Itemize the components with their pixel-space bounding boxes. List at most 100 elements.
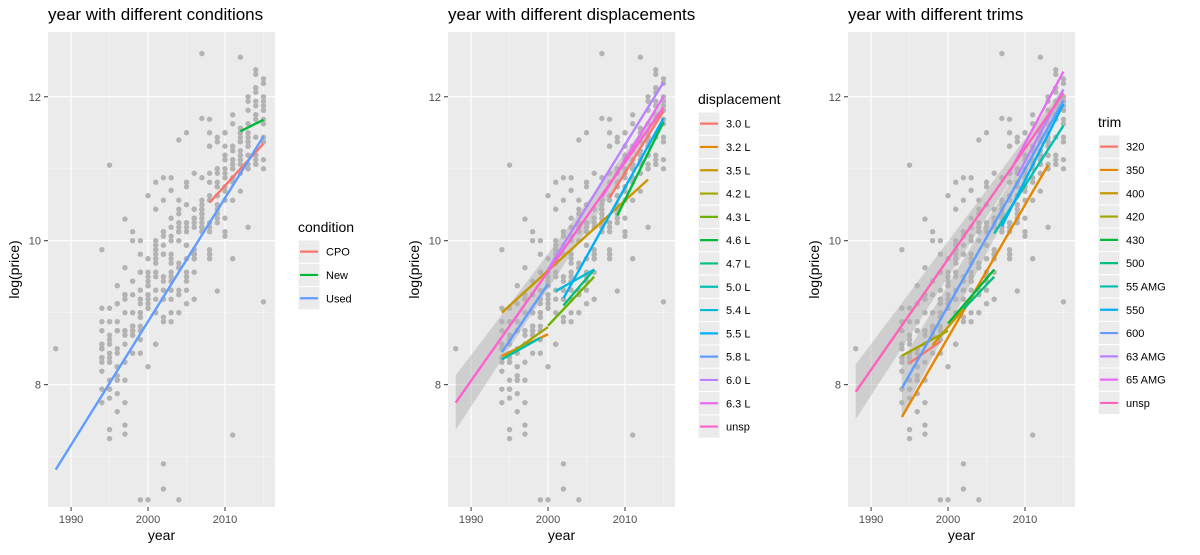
data-point xyxy=(568,273,574,280)
legend-key: 6.0 L xyxy=(697,367,750,393)
data-point xyxy=(945,282,951,289)
data-point xyxy=(153,206,159,212)
data-point xyxy=(937,309,944,316)
y-tick-label: 12 xyxy=(829,92,841,104)
data-point xyxy=(922,359,928,365)
data-point xyxy=(937,287,944,293)
data-point xyxy=(1006,179,1013,185)
data-point xyxy=(176,309,182,316)
data-point xyxy=(937,323,944,329)
data-point xyxy=(522,327,528,334)
data-point xyxy=(976,206,982,212)
data-point xyxy=(114,408,120,415)
data-point xyxy=(153,273,159,280)
data-point xyxy=(253,157,259,163)
data-point xyxy=(168,273,174,280)
data-point xyxy=(1029,256,1036,262)
data-point xyxy=(176,211,182,217)
y-axis-label: log(price) xyxy=(806,240,822,298)
data-point xyxy=(599,115,605,122)
data-point xyxy=(253,161,259,167)
data-point xyxy=(506,386,513,392)
data-point xyxy=(976,265,982,271)
legend-key: 55 AMG xyxy=(1097,274,1166,299)
data-point xyxy=(237,152,244,158)
data-point xyxy=(522,399,528,406)
legend-label: 6.3 L xyxy=(726,398,750,410)
legend-key: CPO xyxy=(297,239,350,264)
data-point xyxy=(1053,67,1059,73)
data-point xyxy=(229,161,236,167)
data-point xyxy=(899,368,905,374)
data-point xyxy=(1014,134,1020,140)
data-point xyxy=(614,139,620,145)
data-point xyxy=(122,332,128,338)
x-tick-label: 1990 xyxy=(59,514,83,526)
data-point xyxy=(114,377,120,383)
data-point xyxy=(191,269,197,275)
data-point xyxy=(106,332,113,338)
data-point xyxy=(945,273,951,280)
data-point xyxy=(537,238,544,244)
series-line xyxy=(608,110,665,199)
data-point xyxy=(537,497,544,503)
data-point xyxy=(99,368,105,374)
series-line xyxy=(454,106,665,404)
chart-displacements: year with different displacements 1990 200… xyxy=(406,5,781,543)
legend-label: unsp xyxy=(726,422,750,434)
data-point xyxy=(191,170,197,176)
data-point xyxy=(568,260,574,266)
data-point xyxy=(99,354,105,361)
data-point xyxy=(229,157,236,163)
data-point xyxy=(645,224,651,230)
y-axis-label: log(price) xyxy=(406,240,422,298)
data-point xyxy=(622,215,628,221)
data-point xyxy=(191,224,197,230)
data-point xyxy=(99,318,105,325)
data-point xyxy=(214,220,220,226)
data-point xyxy=(606,256,613,262)
data-point xyxy=(553,296,559,302)
legend-key: 3.2 L xyxy=(697,134,750,160)
data-point xyxy=(614,220,620,226)
data-point xyxy=(960,296,967,302)
data-point xyxy=(214,166,220,172)
data-point xyxy=(106,359,113,365)
data-point xyxy=(160,242,167,248)
data-point xyxy=(929,309,936,316)
data-point xyxy=(1060,299,1067,305)
x-tick-label: 1990 xyxy=(459,514,483,526)
x-tick-label: 2010 xyxy=(213,514,237,526)
data-point xyxy=(160,229,167,235)
data-point xyxy=(145,269,151,275)
data-point xyxy=(976,137,982,143)
data-point xyxy=(899,399,905,406)
data-point xyxy=(99,359,105,365)
data-point xyxy=(976,309,982,316)
data-point xyxy=(576,260,582,266)
legend-key: 550 xyxy=(1097,297,1144,322)
data-point xyxy=(960,461,967,467)
data-point xyxy=(906,332,913,338)
data-point xyxy=(553,309,559,316)
data-point xyxy=(122,265,128,271)
data-point xyxy=(260,103,267,109)
data-point xyxy=(222,233,228,239)
data-point xyxy=(960,486,967,492)
data-point xyxy=(1053,71,1059,77)
data-point xyxy=(906,318,913,325)
data-point xyxy=(145,291,151,298)
data-point xyxy=(114,300,120,307)
data-point xyxy=(929,291,936,298)
data-point xyxy=(506,426,513,433)
data-point xyxy=(168,175,174,181)
data-point xyxy=(145,278,151,284)
data-point xyxy=(514,363,520,370)
data-point xyxy=(514,372,520,379)
data-point xyxy=(160,314,167,320)
data-point xyxy=(553,273,559,280)
data-point xyxy=(183,220,190,226)
data-point xyxy=(914,282,920,289)
data-point xyxy=(522,422,528,428)
data-point xyxy=(629,197,636,203)
